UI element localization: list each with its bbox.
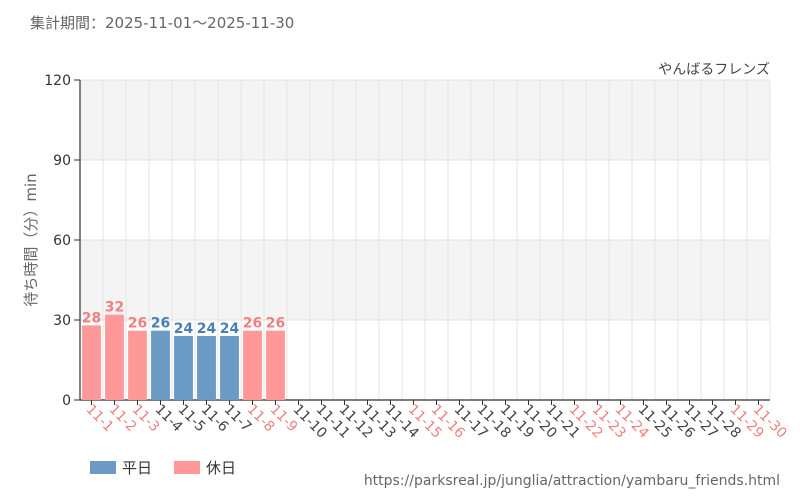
legend-label-holiday: 休日 bbox=[206, 459, 237, 477]
bar bbox=[82, 325, 101, 400]
legend: 平日 休日 bbox=[90, 457, 258, 478]
legend-label-weekday: 平日 bbox=[122, 459, 153, 477]
data-label: 26 bbox=[266, 316, 285, 332]
bar bbox=[105, 314, 124, 400]
bar bbox=[243, 330, 262, 400]
data-label: 32 bbox=[105, 300, 124, 316]
data-label: 26 bbox=[243, 316, 262, 332]
y-axis-label: 待ち時間（分）min bbox=[22, 173, 40, 306]
legend-swatch-weekday bbox=[90, 461, 116, 474]
data-label: 28 bbox=[82, 310, 101, 326]
data-label: 26 bbox=[151, 316, 170, 332]
legend-item-holiday: 休日 bbox=[174, 457, 236, 478]
data-label: 24 bbox=[197, 321, 217, 337]
y-tick-label: 30 bbox=[53, 313, 71, 329]
bar bbox=[128, 330, 147, 400]
bar bbox=[266, 330, 285, 400]
bar bbox=[197, 336, 216, 400]
period-text: 集計期間：2025-11-01～2025-11-30 bbox=[30, 14, 295, 32]
legend-swatch-holiday bbox=[174, 461, 201, 474]
bar bbox=[151, 330, 170, 400]
bar bbox=[174, 336, 193, 400]
legend-item-weekday: 平日 bbox=[90, 457, 152, 478]
y-tick-label: 60 bbox=[53, 233, 71, 249]
chart-title: やんばるフレンズ bbox=[658, 62, 770, 78]
y-tick-label: 90 bbox=[53, 153, 71, 169]
data-label: 24 bbox=[174, 321, 194, 337]
bar bbox=[220, 336, 239, 400]
data-label: 24 bbox=[220, 321, 240, 337]
y-tick-label: 120 bbox=[44, 73, 71, 89]
source-url: https://parksreal.jp/junglia/attraction/… bbox=[363, 473, 780, 489]
data-label: 26 bbox=[128, 316, 147, 332]
y-tick-label: 0 bbox=[62, 393, 71, 409]
